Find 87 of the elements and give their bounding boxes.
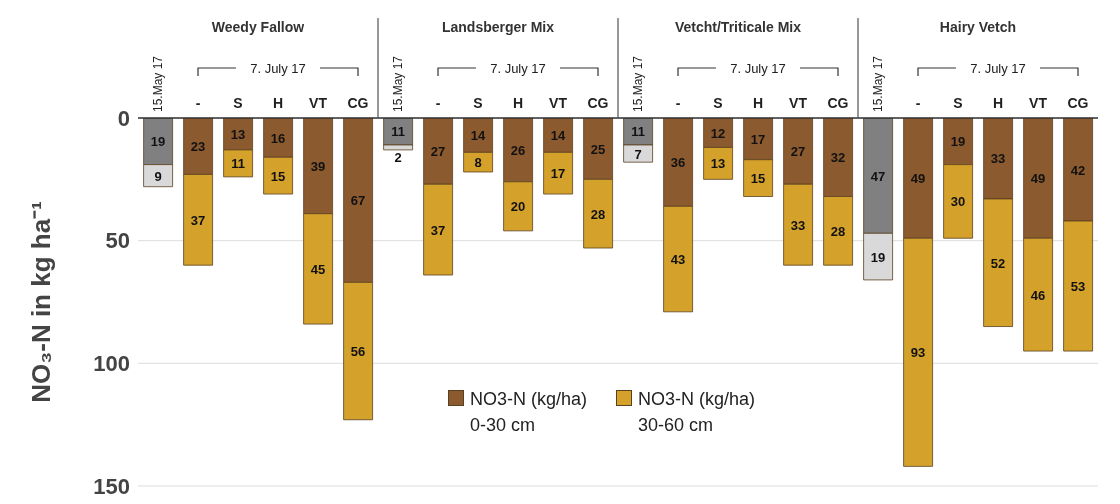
data-label: 53 [1070, 279, 1086, 295]
data-label: 19 [950, 134, 966, 150]
data-label: 13 [230, 126, 246, 142]
x-tick-label: S [713, 95, 723, 111]
data-label: 30 [950, 194, 966, 210]
x-tick-label: H [512, 95, 524, 111]
data-label: 25 [590, 141, 606, 157]
data-label: 67 [350, 193, 366, 209]
x-tick-label: 15.May 17 [871, 55, 885, 112]
data-label: 49 [1030, 171, 1046, 187]
x-tick-label: - [195, 95, 201, 111]
text: Weedy Fallow [211, 19, 305, 35]
x-tick-label: CG [347, 95, 369, 111]
x-tick-label: 15.May 17 [631, 55, 645, 112]
data-label: 26 [510, 142, 526, 158]
text: 7. July 17 [970, 61, 1026, 76]
data-label: 49 [910, 171, 926, 187]
legend-label: NO3-N (kg/ha) 30-60 cm [638, 388, 757, 437]
x-tick-label: H [992, 95, 1004, 111]
x-tick-label: - [675, 95, 681, 111]
data-label: 17 [750, 131, 766, 147]
x-tick-label: 15.May 17 [151, 55, 165, 112]
x-tick-label: H [752, 95, 764, 111]
data-label: 27 [790, 144, 806, 160]
data-label: 43 [670, 252, 686, 268]
data-label: 20 [510, 199, 526, 215]
data-label: 15 [270, 168, 286, 184]
data-label: 11 [391, 124, 405, 140]
text: 7. July 17 [490, 61, 546, 76]
data-label: 39 [310, 158, 326, 174]
x-tick-label: H [272, 95, 284, 111]
data-label: 33 [990, 151, 1006, 167]
x-tick-label: S [473, 95, 483, 111]
data-label: 37 [430, 222, 446, 238]
data-label: 8 [474, 155, 482, 171]
data-label: 36 [670, 155, 686, 171]
data-label: 23 [190, 139, 206, 155]
data-label: 12 [710, 125, 726, 141]
data-label: 33 [790, 217, 806, 233]
data-label: 32 [830, 150, 846, 166]
data-label: 93 [910, 345, 926, 361]
x-tick-label: VT [549, 95, 568, 111]
data-label: 17 [550, 166, 566, 182]
data-label: 2 [394, 149, 402, 165]
data-label: 46 [1030, 287, 1046, 303]
x-tick-label: S [953, 95, 963, 111]
y-tick-label: 100 [93, 351, 130, 377]
x-tick-label: CG [827, 95, 849, 111]
x-tick-label: VT [1029, 95, 1048, 111]
x-tick-label: 15.May 17 [391, 55, 405, 112]
data-label: 52 [990, 255, 1006, 271]
x-tick-label: CG [587, 95, 609, 111]
data-label: 37 [190, 212, 206, 228]
x-tick-label: CG [1067, 95, 1089, 111]
y-tick-label: 0 [117, 105, 130, 131]
x-tick-label: - [915, 95, 921, 111]
x-tick-label: VT [789, 95, 808, 111]
data-label: 28 [590, 206, 606, 222]
data-label: 11 [231, 156, 245, 172]
text: 7. July 17 [730, 61, 786, 76]
data-label: 45 [310, 261, 326, 277]
y-tick-label: 50 [105, 228, 130, 254]
legend-label: NO3-N (kg/ha) 0-30 cm [470, 388, 589, 437]
text: Vetcht/Triticale Mix [674, 19, 802, 35]
data-label: 14 [470, 128, 487, 144]
text: Landsberger Mix [441, 19, 555, 35]
data-label: 19 [870, 249, 886, 265]
data-label: 56 [350, 344, 366, 360]
x-tick-label: S [233, 95, 243, 111]
data-label: 9 [154, 168, 162, 184]
data-label: 15 [750, 171, 766, 187]
data-label: 19 [150, 134, 166, 150]
text: 7. July 17 [250, 61, 306, 76]
text: Hairy Vetch [939, 19, 1017, 35]
data-label: 11 [631, 124, 645, 140]
data-label: 14 [550, 128, 567, 144]
x-tick-label: - [435, 95, 441, 111]
data-label: 42 [1070, 162, 1086, 178]
data-label: 27 [430, 144, 446, 160]
y-tick-label: 150 [93, 473, 130, 499]
data-label: 7 [634, 146, 642, 162]
data-label: 16 [270, 130, 286, 146]
data-label: 47 [870, 168, 886, 184]
data-label: 13 [710, 156, 726, 172]
x-tick-label: VT [309, 95, 328, 111]
y-axis-title: NO₃-N in kg ha⁻¹ [26, 201, 56, 403]
data-label: 28 [830, 223, 846, 239]
